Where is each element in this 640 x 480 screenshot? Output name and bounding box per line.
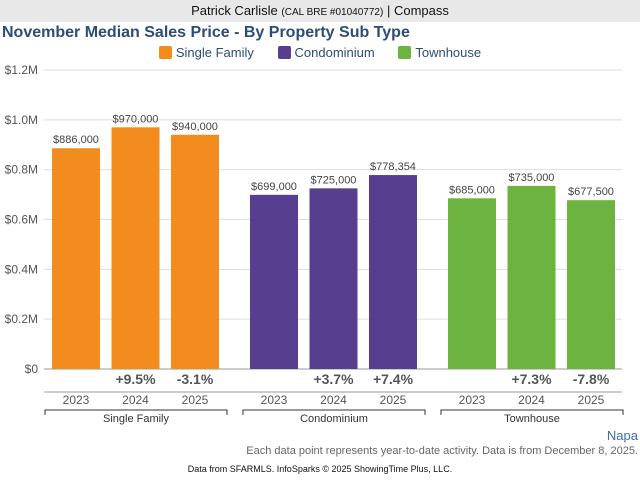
change-label: -7.8%	[573, 371, 610, 387]
y-tick-label: $0	[25, 362, 39, 376]
agent-header: Patrick Carlisle (CAL BRE #01040772) | C…	[0, 0, 640, 22]
x-tick-label: 2025	[578, 393, 605, 407]
data-label: $778,354	[370, 161, 416, 173]
data-label: $725,000	[311, 174, 357, 186]
swatch	[158, 46, 172, 59]
y-tick-label: $1.2M	[5, 63, 38, 77]
legend-item-condominium[interactable]: Condominium	[277, 45, 375, 60]
y-tick-label: $0.4M	[5, 262, 38, 276]
swatch	[277, 46, 291, 59]
y-tick-label: $1.0M	[5, 113, 38, 127]
legend: Single Family Condominium Townhouse	[0, 45, 640, 60]
source-credit: Data from SFARMLS. InfoSparks © 2025 Sho…	[187, 464, 453, 474]
separator: |	[386, 3, 391, 18]
x-tick-label: 2024	[320, 393, 347, 407]
change-label: +7.4%	[373, 371, 414, 387]
y-tick-label: $0.8M	[5, 163, 38, 177]
y-tick-label: $0.2M	[5, 312, 38, 326]
group-label: Single Family	[103, 413, 170, 425]
x-tick-label: 2025	[380, 393, 407, 407]
x-tick-label: 2025	[182, 393, 209, 407]
legend-label: Townhouse	[415, 45, 482, 60]
x-tick-label: 2023	[459, 393, 486, 407]
x-tick-label: 2024	[122, 393, 149, 407]
bar	[111, 127, 160, 369]
bar	[448, 198, 496, 369]
data-note: Each data point represents year-to-date …	[246, 445, 638, 457]
x-tick-label: 2023	[63, 393, 90, 407]
bar	[171, 134, 219, 369]
data-label: $886,000	[53, 134, 99, 146]
group-bracket	[44, 409, 228, 415]
bar	[507, 185, 556, 369]
license: (CAL BRE #01040772)	[281, 7, 384, 18]
bar	[250, 194, 298, 369]
change-label: +9.5%	[115, 371, 156, 387]
data-label: $970,000	[113, 113, 159, 125]
group-bracket	[440, 409, 624, 415]
region-label[interactable]: Napa	[606, 428, 638, 443]
change-label: +7.3%	[511, 371, 552, 387]
data-label: $699,000	[251, 181, 297, 193]
legend-label: Condominium	[294, 45, 375, 60]
legend-item-townhouse[interactable]: Townhouse	[398, 45, 481, 60]
data-label: $735,000	[509, 172, 555, 184]
change-label: +3.7%	[313, 371, 354, 387]
bar	[369, 175, 417, 369]
bar	[52, 148, 100, 369]
legend-label: Single Family	[175, 45, 254, 60]
bar	[309, 188, 358, 369]
change-label: -3.1%	[177, 371, 214, 387]
data-label: $685,000	[449, 184, 495, 196]
x-tick-label: 2023	[261, 393, 288, 407]
chart-title: November Median Sales Price - By Propert…	[2, 24, 410, 41]
data-label: $940,000	[172, 121, 218, 133]
data-label: $677,500	[568, 186, 614, 198]
company: Compass	[393, 3, 449, 18]
legend-item-single-family[interactable]: Single Family	[158, 45, 254, 60]
swatch	[398, 46, 412, 59]
x-tick-label: 2024	[518, 393, 545, 407]
group-label: Condominium	[300, 413, 368, 425]
agent-name: Patrick Carlisle	[191, 3, 278, 18]
bar	[567, 200, 615, 369]
y-tick-label: $0.6M	[5, 213, 38, 227]
group-bracket	[242, 409, 426, 415]
group-label: Townhouse	[504, 413, 560, 425]
